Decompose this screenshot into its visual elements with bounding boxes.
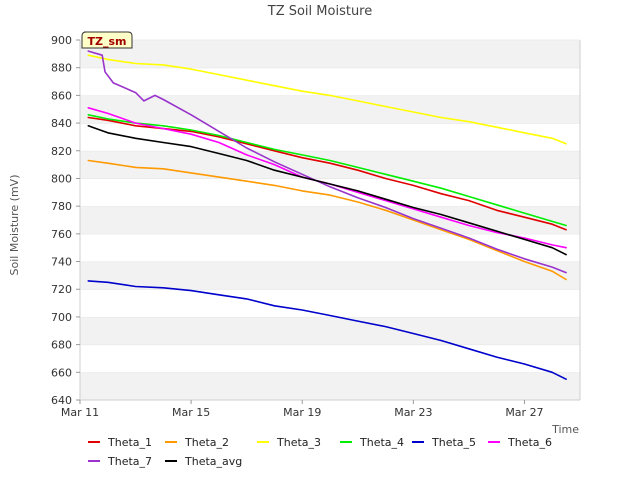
x-tick-label: Mar 11 [61,406,99,419]
legend-label-theta-7: Theta_7 [107,455,152,468]
legend-label-theta-2: Theta_2 [184,436,229,449]
y-tick-label: 640 [51,394,72,407]
y-axis-label: Soil Moisture (mV) [8,175,21,276]
tag-label: TZ_sm [88,35,127,48]
grid-band [80,261,580,290]
grid-band [80,178,580,207]
x-axis-label: Time [551,423,579,436]
x-tick-label: Mar 23 [394,406,432,419]
y-axis-ticks: 640 660 680 700 720 740 760 780 800 820 840 860 880 9… [51,34,80,407]
legend-label-theta-5: Theta_5 [431,436,476,449]
y-tick-label: 660 [51,366,72,379]
y-tick-label: 900 [51,34,72,47]
grid-band [80,372,580,400]
series-line-theta-2 [87,159,567,281]
series-line-theta-avg [87,125,567,256]
x-tick-label: Mar 19 [283,406,321,419]
legend-label-theta-4: Theta_4 [359,436,404,449]
grid-band [80,316,580,345]
y-tick-label: 800 [51,172,72,185]
series-line-theta-7 [87,50,567,274]
grid-band [80,150,580,179]
chart-title: TZ Soil Moisture [267,4,373,19]
grid-band [80,233,580,262]
legend-label-theta-avg: Theta_avg [184,455,242,468]
y-tick-label: 820 [51,145,72,158]
y-tick-label: 740 [51,256,72,269]
series-lines [87,50,567,381]
grid-band [80,67,580,96]
grid-bands [80,39,580,400]
x-axis-ticks: Mar 11 Mar 15 Mar 19 Mar 23 Mar 27 [61,400,544,419]
grid-band [80,40,580,68]
plot-frame [79,39,581,401]
legend: Theta_1 Theta_2 Theta_3 Theta_4 Theta_5 Theta… [88,436,552,468]
grid-band [80,95,580,124]
y-tick-label: 680 [51,339,72,352]
series-line-theta-3 [87,54,567,145]
y-tick-label: 700 [51,311,72,324]
y-tick-label: 760 [51,228,72,241]
chart-tag: TZ_sm [81,31,133,49]
grid-band [80,289,580,317]
legend-label-theta-3: Theta_3 [276,436,321,449]
x-tick-label: Mar 15 [172,406,210,419]
series-line-theta-5 [87,280,567,381]
y-tick-label: 780 [51,200,72,213]
y-tick-label: 860 [51,89,72,102]
series-line-theta-4 [87,114,567,227]
y-tick-label: 880 [51,62,72,75]
x-tick-label: Mar 27 [505,406,543,419]
grid-band [80,206,580,234]
grid-band [80,344,580,373]
y-tick-label: 840 [51,117,72,130]
tag-box [81,31,133,49]
y-tick-label: 720 [51,283,72,296]
legend-label-theta-1: Theta_1 [107,436,152,449]
legend-label-theta-6: Theta_6 [507,436,552,449]
